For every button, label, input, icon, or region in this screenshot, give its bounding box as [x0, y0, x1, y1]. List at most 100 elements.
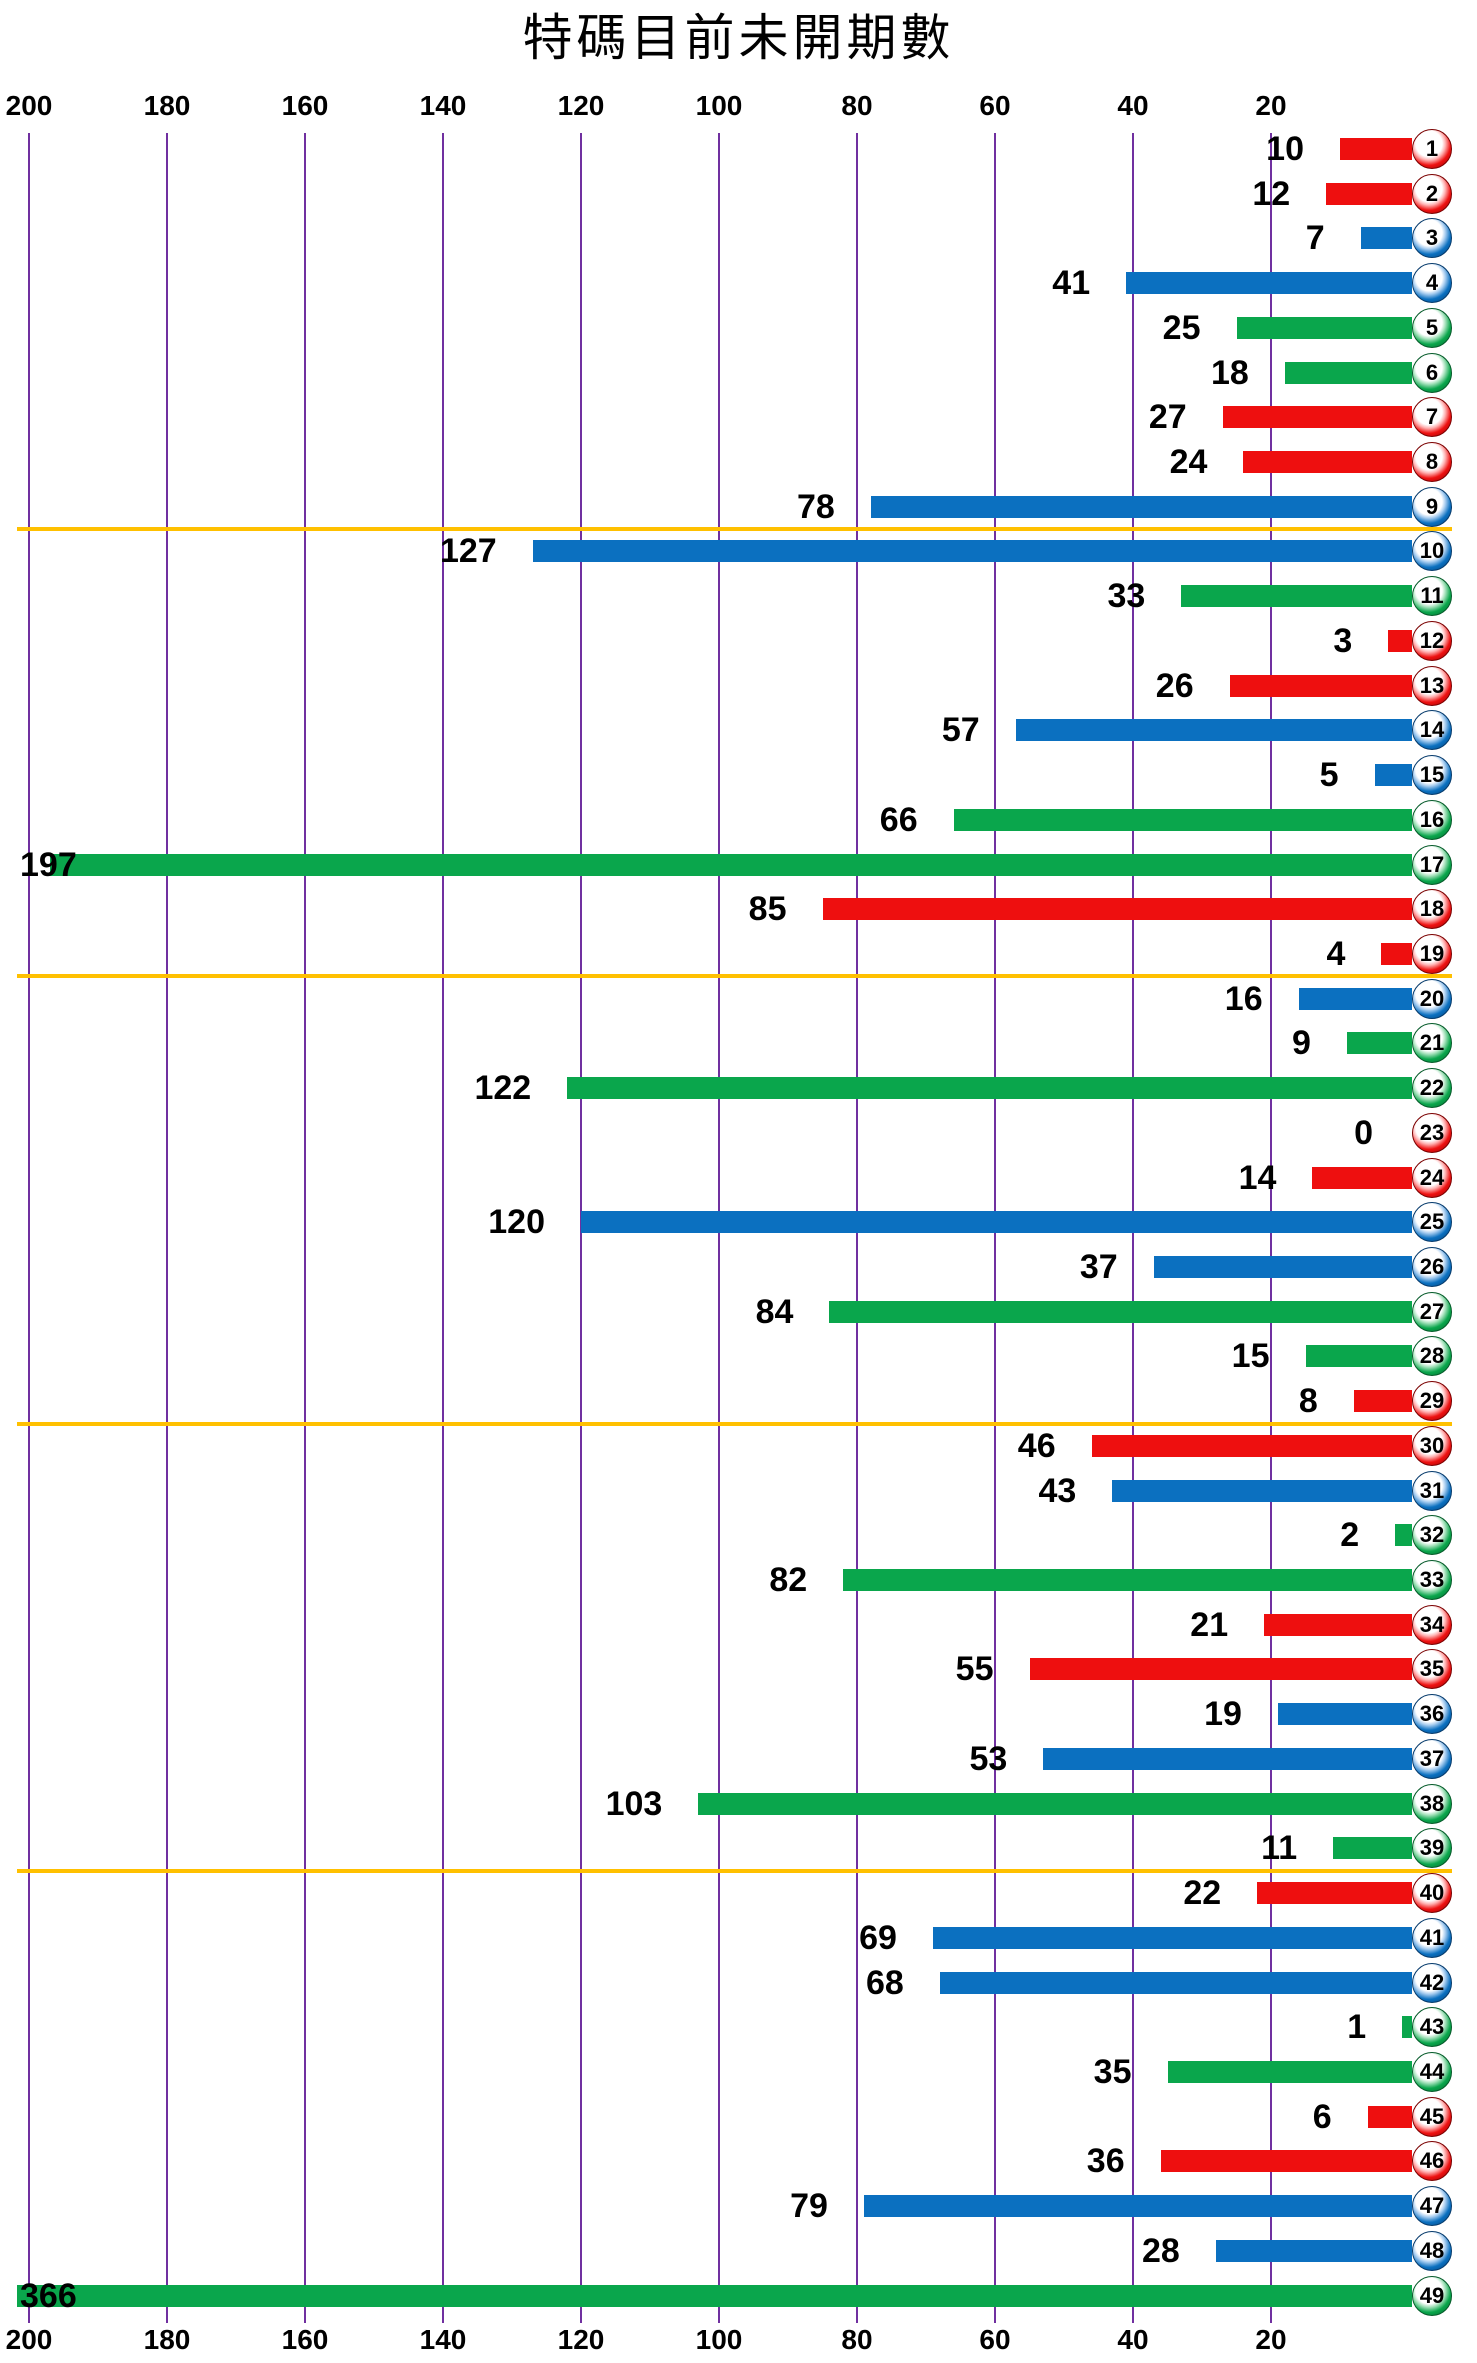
- number-ball: 23: [1412, 1113, 1452, 1153]
- ball-number: 46: [1419, 2148, 1445, 2173]
- bar: [1340, 138, 1412, 160]
- bar: [1395, 1524, 1412, 1546]
- ball-number: 10: [1419, 538, 1445, 563]
- number-ball: 11: [1412, 576, 1452, 616]
- number-ball: 4: [1412, 263, 1452, 303]
- ball-number: 14: [1419, 717, 1445, 742]
- number-ball: 25: [1412, 1202, 1452, 1242]
- bar: [822, 898, 1412, 920]
- bar: [1112, 1480, 1412, 1502]
- bar-value-label: 14: [1238, 1159, 1277, 1197]
- x-tick-label-bottom: 80: [841, 2324, 873, 2355]
- bar-value-label: 36: [1086, 2142, 1125, 2180]
- ball-number: 27: [1419, 1299, 1445, 1324]
- ball-number: 41: [1419, 1925, 1445, 1950]
- number-ball: 49: [1412, 2276, 1452, 2316]
- number-ball: 39: [1412, 1828, 1452, 1868]
- number-ball: 16: [1412, 800, 1452, 840]
- ball-number: 47: [1419, 2193, 1445, 2218]
- number-ball: 9: [1412, 487, 1452, 527]
- bar-value-label: 15: [1231, 1337, 1270, 1375]
- number-ball: 14: [1412, 710, 1452, 750]
- number-ball: 1: [1412, 129, 1452, 169]
- ball-number: 43: [1419, 2014, 1445, 2039]
- bar-value-label: 27: [1148, 398, 1187, 436]
- bar: [1091, 1435, 1412, 1457]
- bar: [1381, 943, 1412, 965]
- x-tick-label-top: 160: [281, 90, 329, 121]
- bar: [1284, 362, 1412, 384]
- bar-value-label: 4: [1326, 935, 1346, 973]
- number-ball: 30: [1412, 1426, 1452, 1466]
- number-ball: 31: [1412, 1471, 1452, 1511]
- x-tick-label-top: 140: [419, 90, 467, 121]
- number-ball: 22: [1412, 1068, 1452, 1108]
- ball-number: 44: [1419, 2059, 1445, 2084]
- ball-number: 36: [1419, 1701, 1445, 1726]
- x-tick-label-top: 180: [143, 90, 191, 121]
- bar-value-label: 0: [1354, 1114, 1373, 1152]
- ball-number: 34: [1419, 1612, 1445, 1637]
- bar-value-label: 127: [439, 532, 497, 570]
- number-ball: 35: [1412, 1649, 1452, 1689]
- bar: [1029, 1658, 1412, 1680]
- bar-value-label: 8: [1298, 1382, 1318, 1420]
- ball-number: 29: [1419, 1388, 1445, 1413]
- bar: [1126, 272, 1412, 294]
- group-separator-line: [17, 974, 1452, 978]
- x-tick-label-bottom: 40: [1117, 2324, 1149, 2355]
- chart-title: 特碼目前未開期數: [522, 10, 955, 66]
- x-tick-label-bottom: 120: [557, 2324, 605, 2355]
- bar-value-label: 18: [1210, 354, 1249, 392]
- bar-value-label: 69: [859, 1919, 897, 1957]
- number-ball: 29: [1412, 1381, 1452, 1421]
- number-ball: 26: [1412, 1247, 1452, 1287]
- ball-number: 30: [1419, 1433, 1445, 1458]
- bar: [932, 1927, 1412, 1949]
- bar-value-label: 41: [1052, 264, 1091, 302]
- ball-number: 5: [1425, 315, 1439, 340]
- bar-value-label: 10: [1266, 130, 1304, 168]
- bar-value-label: 79: [790, 2187, 828, 2225]
- ball-number: 24: [1419, 1165, 1445, 1190]
- bar-value-label: 22: [1183, 1874, 1222, 1912]
- number-ball: 45: [1412, 2097, 1452, 2137]
- bar-value-label: 19: [1204, 1695, 1242, 1733]
- bar-value-label: 28: [1141, 2232, 1180, 2270]
- x-tick-label-top: 40: [1117, 90, 1149, 121]
- number-ball: 32: [1412, 1515, 1452, 1555]
- bar: [698, 1793, 1412, 1815]
- bar: [1312, 1167, 1412, 1189]
- bar: [1243, 451, 1412, 473]
- ball-number: 11: [1420, 583, 1444, 608]
- number-ball: 34: [1412, 1605, 1452, 1645]
- number-ball: 20: [1412, 979, 1452, 1019]
- bar-value-label: 43: [1038, 1472, 1077, 1510]
- bar-value-label: 11: [1261, 1829, 1298, 1867]
- ball-number: 16: [1419, 807, 1445, 832]
- number-ball: 47: [1412, 2186, 1452, 2226]
- number-ball: 17: [1412, 845, 1452, 885]
- x-tick-label-bottom: 20: [1255, 2324, 1287, 2355]
- ball-number: 1: [1425, 136, 1439, 161]
- x-tick-label-top: 200: [5, 90, 53, 121]
- bar: [1043, 1748, 1412, 1770]
- x-gridline: [28, 133, 30, 2323]
- bar-value-label: 66: [879, 801, 918, 839]
- bar: [1305, 1345, 1412, 1367]
- x-gridline: [166, 133, 168, 2323]
- bar-value-label: 55: [955, 1650, 994, 1688]
- bar: [1257, 1882, 1412, 1904]
- bar-value-label: 24: [1169, 443, 1208, 481]
- group-separator-line: [17, 527, 1452, 531]
- ball-number: 12: [1419, 628, 1445, 653]
- number-ball: 41: [1412, 1918, 1452, 1958]
- number-ball: 5: [1412, 308, 1452, 348]
- bar-value-label: 68: [865, 1964, 904, 2002]
- ball-number: 20: [1419, 986, 1445, 1011]
- bar: [532, 540, 1412, 562]
- bar-value-label: 122: [474, 1069, 532, 1107]
- ball-number: 18: [1419, 896, 1445, 921]
- ball-number: 42: [1419, 1970, 1445, 1995]
